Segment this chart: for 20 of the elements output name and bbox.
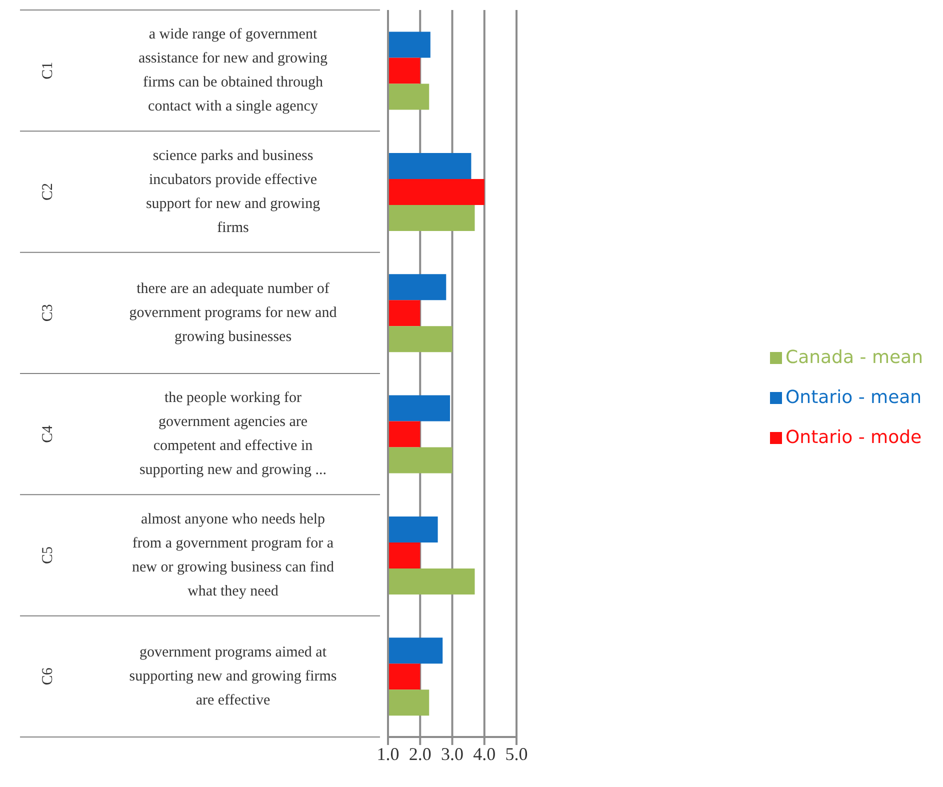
x-tick-label: 5.0	[505, 744, 528, 764]
y-tick-label: science parks and business incubators provide effective support for new and growing firms	[146, 148, 321, 236]
text: C4	[40, 424, 56, 443]
legend-label: Ontario - mean	[786, 386, 922, 408]
x-tick-label: 4.0	[473, 744, 496, 764]
y-tick-label: there are an adequate number of government programs for new and growing businesses	[129, 280, 338, 345]
text: C1	[40, 62, 56, 80]
legend-label: Canada - mean	[786, 346, 923, 368]
y-tick-label: almost anyone who needs help from a government program for a new or growing business can find what they need	[132, 511, 335, 600]
y-tick-label: government programs aimed at supporting new and growing firms are effective	[129, 644, 337, 708]
x-tick-label: 1.0	[376, 744, 400, 764]
x-tick-label: 2.0	[408, 744, 432, 764]
text: C3	[40, 304, 56, 322]
y-tick-label: a wide range of government assistance for new and growing firms can be obtained through contact with a single agency	[138, 26, 328, 115]
legend-label: Ontario - mode	[786, 426, 922, 448]
text: C6	[40, 667, 56, 686]
x-tick-label: 3.0	[441, 744, 464, 764]
text: C5	[40, 546, 56, 564]
text: C2	[40, 182, 56, 201]
y-tick-label: the people working for government agencies are competent and effective in supporting new and growing ...	[139, 390, 327, 478]
